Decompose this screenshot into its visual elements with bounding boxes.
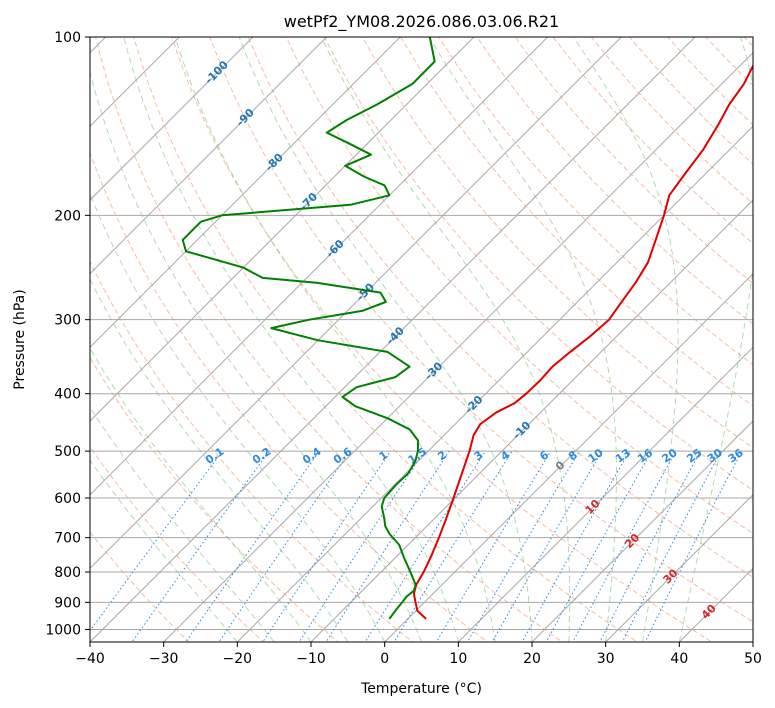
y-tick-label: 600: [54, 491, 81, 507]
x-tick-label: −10: [296, 651, 326, 667]
dry-adiabat: [400, 37, 753, 407]
x-tick-label: 50: [744, 651, 762, 667]
x-tick-label: −40: [75, 651, 105, 667]
dry-adiabat: [476, 37, 753, 325]
moist-adiabat: [90, 459, 238, 642]
moist-adiabat: [174, 37, 496, 642]
dry-adiabat: [171, 37, 713, 642]
isotherm-line: [457, 346, 753, 642]
moist-adiabat: [678, 37, 753, 642]
dry-adiabat: [514, 37, 753, 285]
temperature-profile: [412, 63, 753, 620]
mixing-ratio-line: [572, 450, 677, 642]
isotherm-line: [90, 37, 181, 128]
mixing-ratio-line: [599, 450, 701, 642]
profile-series: [181, 37, 753, 620]
x-tick-label: 30: [597, 651, 615, 667]
dry-adiabat: [133, 37, 638, 642]
mixing-ratio-line: [131, 450, 270, 642]
plot-frame: [89, 36, 754, 643]
isotherm-line: [90, 37, 402, 349]
y-tick-label: 400: [54, 387, 81, 403]
mixing-ratio-line: [393, 450, 513, 642]
isotherm-line: [90, 37, 696, 642]
y-axis-label: Pressure (hPa): [12, 289, 28, 389]
y-tick-label: 100: [54, 30, 81, 46]
mixing-ratio-line: [466, 450, 580, 642]
isotherm-line: [90, 37, 549, 496]
isotherm-line: [310, 199, 753, 642]
isotherm-line: [236, 125, 753, 642]
moist-adiabat: [429, 37, 617, 642]
moist-adiabat: [123, 37, 459, 642]
mixing-ratio-line: [545, 450, 653, 642]
mixing-ratio-line: [364, 450, 486, 642]
mixing-ratio-line: [491, 450, 603, 642]
moist-adiabat: [90, 278, 349, 642]
isotherm-line: [90, 37, 475, 422]
dry-adiabat: [209, 37, 753, 623]
x-axis-label: Temperature (°C): [360, 681, 482, 697]
dry-adiabat: [90, 531, 190, 642]
x-tick-label: −30: [149, 651, 179, 667]
mixing-ratio-line: [435, 450, 552, 642]
y-tick-label: 500: [54, 444, 81, 460]
x-tick-label: 0: [380, 651, 389, 667]
isotherm-line: [604, 493, 753, 642]
dry-adiabat: [94, 37, 564, 642]
y-tick-label: 1000: [45, 622, 81, 638]
mixing-ratio-line: [262, 450, 392, 642]
y-tick-label: 800: [54, 565, 81, 581]
mixing-ratio-line: [325, 450, 450, 642]
moist-adiabat: [90, 192, 386, 642]
isotherm-line: [531, 420, 753, 642]
y-axis: 100 200 300 400 500 600 700 800 900 1000: [45, 30, 90, 638]
x-tick-label: 20: [523, 651, 541, 667]
y-tick-label: 900: [54, 595, 81, 611]
isotherm-line: [162, 51, 753, 642]
dry-adiabat: [90, 445, 265, 642]
isotherm-line: [90, 37, 328, 275]
x-tick-label: −20: [223, 651, 253, 667]
isotherm-line: [90, 37, 254, 201]
moist-adiabat: [238, 37, 533, 642]
isotherm-line: [383, 272, 753, 642]
x-axis: −40 −30 −20 −10 0 10 20 30 40 50: [75, 642, 762, 667]
y-tick-label: 300: [54, 313, 81, 329]
mixing-ratio-line: [298, 450, 425, 642]
moist-adiabat: [90, 406, 275, 642]
background-lines: [90, 37, 753, 642]
dry-adiabat: [361, 37, 753, 449]
chart-title: wetPf2_YM08.2026.086.03.06.R21: [284, 12, 559, 32]
dewpoint-profile: [181, 37, 436, 620]
dry-adiabat: [90, 260, 414, 642]
dry-adiabat: [285, 37, 753, 535]
y-tick-label: 700: [54, 531, 81, 547]
moist-adiabat: [320, 37, 571, 642]
x-tick-label: 40: [670, 651, 688, 667]
x-tick-label: 10: [449, 651, 467, 667]
y-tick-label: 200: [54, 208, 81, 224]
moist-adiabat: [573, 37, 679, 642]
isotherm-line: [90, 37, 623, 570]
mixing-ratio-line: [218, 450, 351, 642]
